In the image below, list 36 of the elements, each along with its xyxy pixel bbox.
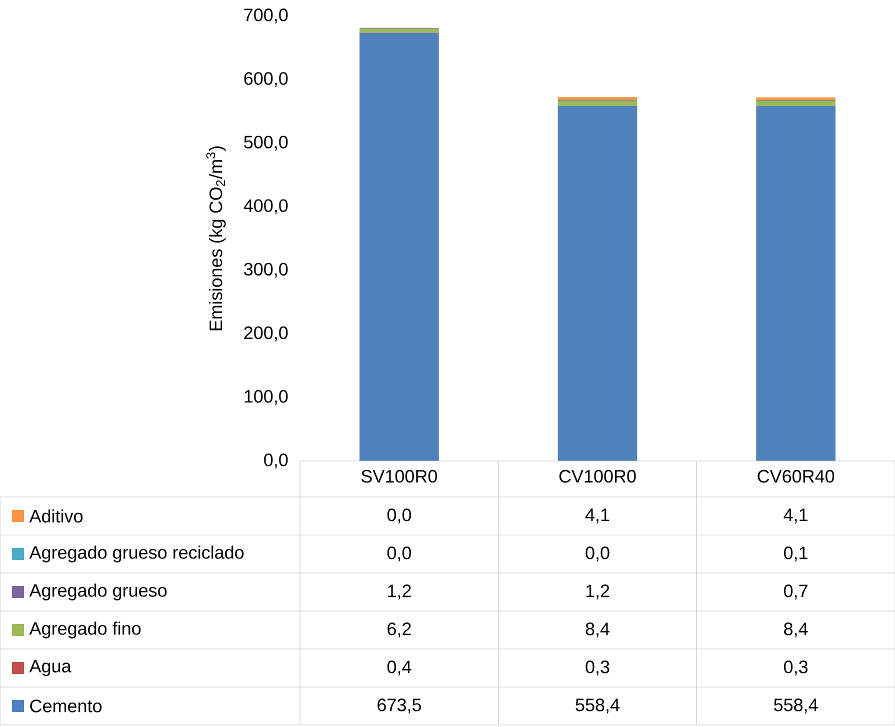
data-label: 0,7 (784, 584, 808, 600)
data-label: 1,2 (586, 584, 610, 600)
x-tick-label: CV100R0 (559, 470, 636, 483)
data-label: 0,4 (387, 660, 412, 676)
y-tick-label: 600,0 (244, 72, 288, 87)
legend-label: Agua (29, 660, 72, 676)
data-label: 8,4 (784, 622, 808, 638)
data-label: 6,2 (388, 622, 411, 638)
legend-label: Agregado grueso (29, 584, 167, 600)
data-label: 0,0 (387, 546, 412, 562)
legend-label: Agregado grueso reciclado (29, 546, 244, 562)
y-tick-label: 400,0 (244, 199, 288, 214)
y-tick-label: 100,0 (244, 390, 288, 405)
data-label: 558,4 (774, 698, 818, 714)
data-label: 0,1 (784, 546, 808, 562)
data-label: 0,3 (586, 660, 610, 676)
legend-label: Aditivo (29, 509, 83, 523)
y-tick-label: 700,0 (244, 8, 288, 24)
data-label: 8,4 (586, 622, 610, 638)
x-tick-label: CV60R40 (758, 470, 834, 483)
data-label: 1,2 (388, 584, 411, 600)
data-label: 4,1 (585, 508, 610, 524)
y-tick-label: 0,0 (264, 454, 288, 468)
data-label: 558,4 (576, 698, 620, 714)
data-label: 0,0 (586, 546, 610, 562)
data-label: 0,0 (387, 508, 412, 524)
y-axis-title: Emisiones (kg CO$_{2}$/m$^{3}$) (206, 146, 226, 330)
y-tick-label: 500,0 (244, 136, 288, 151)
legend-label: Agregado fino (29, 622, 141, 638)
data-label: 4,1 (784, 508, 808, 524)
data-label: 0,3 (784, 660, 808, 676)
legend-label: Cemento (30, 700, 102, 712)
y-tick-label: 200,0 (244, 326, 288, 342)
x-tick-label: SV100R0 (361, 470, 437, 483)
data-label: 673,5 (378, 698, 421, 714)
y-tick-label: 300,0 (244, 262, 288, 278)
